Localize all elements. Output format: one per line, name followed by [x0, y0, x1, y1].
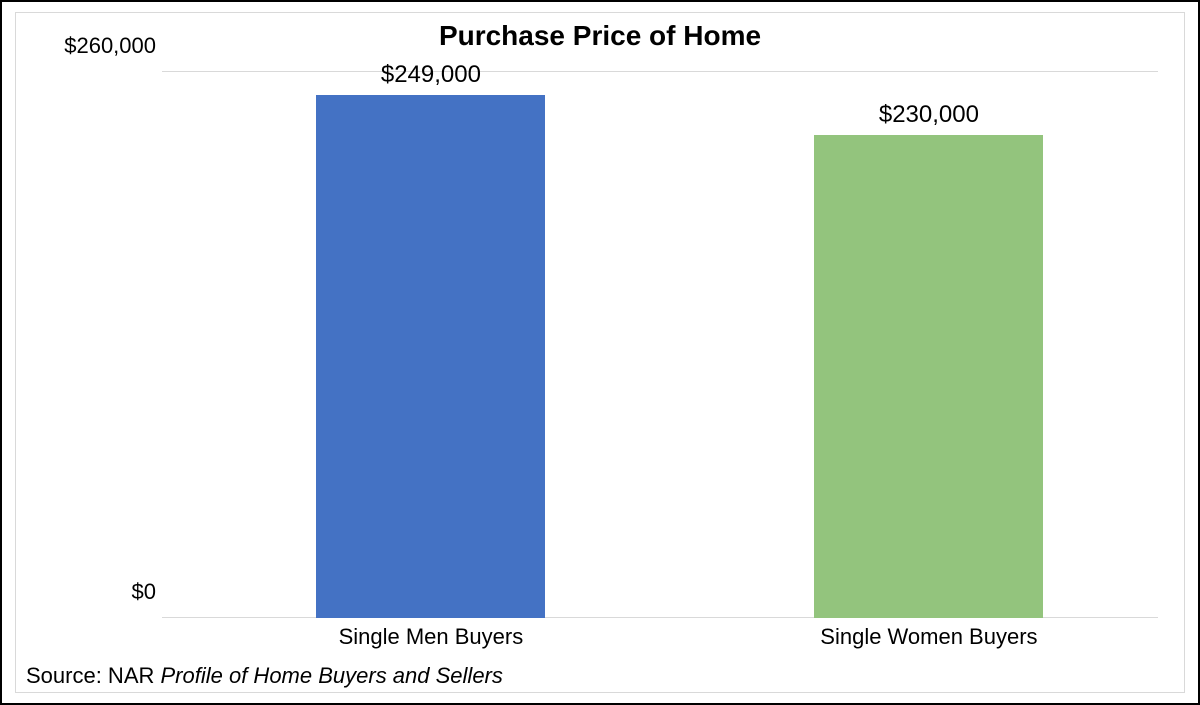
- bar: $230,000: [814, 135, 1043, 618]
- bar: $249,000: [316, 95, 545, 618]
- source-prefix: Source: NAR: [26, 663, 161, 688]
- chart-frame: Purchase Price of Home $0$260,000$249,00…: [0, 0, 1200, 705]
- bar-value-label: $249,000: [381, 61, 481, 89]
- category-label: Single Men Buyers: [339, 624, 524, 650]
- source-italic: Profile of Home Buyers and Sellers: [161, 663, 503, 688]
- plot-area: $0$260,000$249,000Single Men Buyers$230,…: [162, 72, 1158, 618]
- gridline: [162, 71, 1158, 72]
- y-tick-label: $0: [132, 579, 156, 605]
- bar-value-label: $230,000: [879, 101, 979, 129]
- y-tick-label: $260,000: [64, 33, 156, 59]
- category-label: Single Women Buyers: [820, 624, 1037, 650]
- chart-title: Purchase Price of Home: [2, 20, 1198, 52]
- source-caption: Source: NAR Profile of Home Buyers and S…: [26, 663, 503, 689]
